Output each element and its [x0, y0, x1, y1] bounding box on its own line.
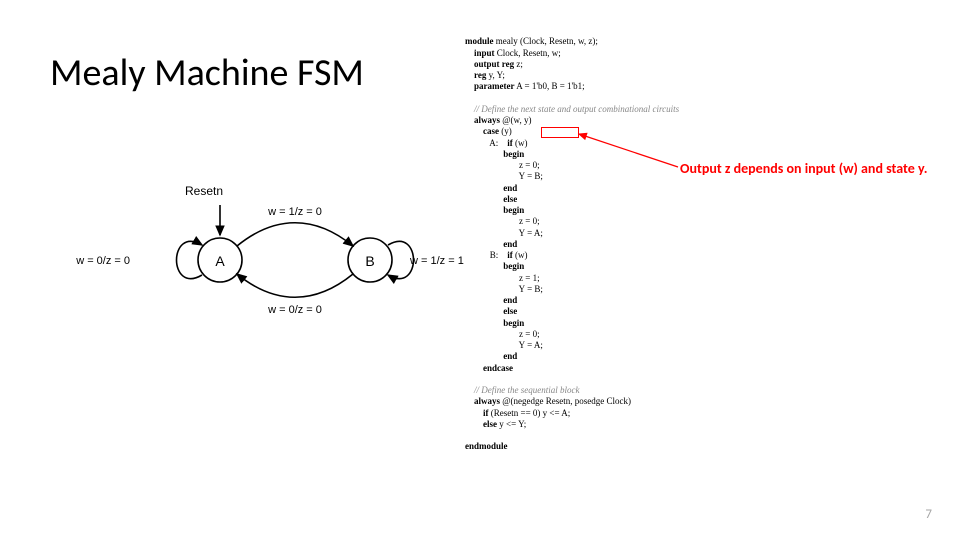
edge-a-b: w = 1/z = 0 — [267, 206, 322, 218]
reset-label: Resetn — [185, 184, 223, 198]
state-a-label: A — [215, 253, 225, 269]
edge-b-a: w = 0/z = 0 — [267, 304, 322, 316]
callout-text: Output z depends on input (w) and state … — [680, 160, 940, 178]
verilog-code: module mealy (Clock, Resetn, w, z); inpu… — [465, 25, 679, 453]
edge-b-b: w = 1/z = 1 — [409, 255, 464, 267]
page-title: Mealy Machine FSM — [50, 50, 364, 96]
slide-number: 7 — [925, 507, 932, 522]
highlight-sensitivity-list — [541, 127, 579, 138]
fsm-state-diagram: Resetn A B w = 0/z = 0 w = 1/z = 0 w = 0… — [70, 150, 470, 330]
edge-a-a: w = 0/z = 0 — [75, 255, 130, 267]
state-b-label: B — [365, 253, 374, 269]
